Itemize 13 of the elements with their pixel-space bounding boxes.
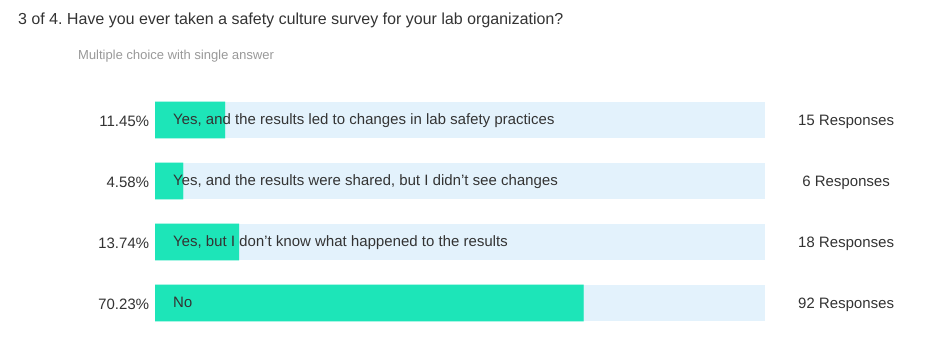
chart-title: 3 of 4. Have you ever taken a safety culture survey for your lab organization? (18, 11, 564, 29)
data-label: 70.23% (98, 296, 149, 314)
data-label: 13.74% (98, 235, 149, 252)
data-label: 4.58% (106, 174, 149, 192)
chart-subtitle: Multiple choice with single answer (78, 47, 274, 62)
bar (155, 224, 240, 260)
y-tick-label: No (173, 294, 192, 312)
text: 18 Responses (798, 234, 894, 252)
text: 15 Responses (798, 112, 894, 130)
y-tick-label: Yes, but I don’t know what happened to the results (173, 233, 508, 250)
text: 92 Responses (798, 295, 894, 312)
data-label: 11.45% (99, 113, 149, 130)
text: 6 Responses (802, 173, 890, 190)
